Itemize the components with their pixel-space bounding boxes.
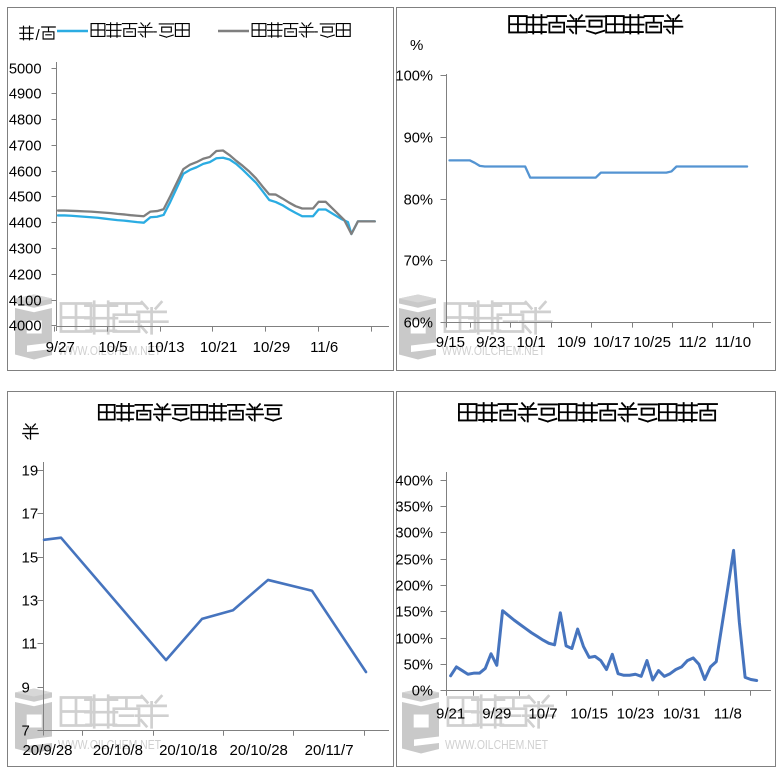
svg-text:13: 13	[22, 593, 39, 610]
svg-text:10/9: 10/9	[557, 334, 586, 351]
svg-text:9/29: 9/29	[482, 706, 511, 723]
svg-text:100%: 100%	[395, 69, 433, 85]
svg-text:10/29: 10/29	[253, 339, 291, 356]
svg-text:50%: 50%	[404, 658, 433, 674]
svg-text:10/17: 10/17	[593, 334, 631, 351]
svg-text:%: %	[410, 37, 423, 54]
svg-text:4600: 4600	[9, 165, 42, 181]
svg-text:9: 9	[22, 680, 30, 697]
svg-text:10/23: 10/23	[617, 706, 655, 723]
svg-text:4900: 4900	[9, 87, 42, 103]
svg-text:10/15: 10/15	[570, 706, 608, 723]
svg-text:19: 19	[22, 463, 39, 480]
svg-text:10/31: 10/31	[663, 706, 701, 723]
svg-text:4200: 4200	[9, 268, 42, 284]
svg-text:4000: 4000	[9, 319, 42, 335]
svg-text:9/15: 9/15	[436, 334, 465, 351]
svg-text:7: 7	[22, 723, 30, 740]
svg-text:10/13: 10/13	[147, 339, 185, 356]
svg-text:20/10/28: 20/10/28	[230, 742, 288, 759]
svg-text:11/10: 11/10	[715, 334, 751, 351]
svg-text:4100: 4100	[9, 294, 42, 310]
svg-text:11/6: 11/6	[310, 339, 338, 356]
svg-text:4500: 4500	[9, 190, 42, 206]
svg-text:90%: 90%	[404, 131, 433, 147]
svg-text:11/2: 11/2	[678, 334, 706, 351]
svg-text:100%: 100%	[395, 632, 433, 648]
svg-text:17: 17	[22, 506, 39, 523]
svg-text:4400: 4400	[9, 216, 42, 232]
svg-text:20/9/28: 20/9/28	[22, 742, 72, 759]
svg-text:-: -	[314, 23, 319, 40]
svg-text:11: 11	[22, 636, 38, 653]
svg-text:10/7: 10/7	[528, 706, 557, 723]
svg-text:20/10/8: 20/10/8	[93, 742, 143, 759]
svg-text:4700: 4700	[9, 139, 42, 155]
svg-text:10/21: 10/21	[200, 339, 238, 356]
svg-text:200%: 200%	[395, 579, 433, 595]
svg-text:9/21: 9/21	[436, 706, 465, 723]
svg-text:4800: 4800	[9, 113, 42, 129]
svg-text:15: 15	[22, 550, 39, 567]
svg-text:11/8: 11/8	[714, 706, 742, 723]
svg-text:0%: 0%	[412, 684, 433, 700]
svg-text:400%: 400%	[395, 474, 433, 490]
svg-text:5000: 5000	[9, 62, 42, 78]
svg-text:80%: 80%	[404, 193, 433, 209]
svg-text:10/1: 10/1	[516, 334, 545, 351]
svg-text:9/27: 9/27	[46, 339, 75, 356]
svg-text:10/5: 10/5	[98, 339, 127, 356]
svg-text:250%: 250%	[395, 553, 433, 569]
svg-text:9/23: 9/23	[476, 334, 505, 351]
svg-text:20/11/7: 20/11/7	[305, 742, 354, 759]
svg-text:/: /	[36, 27, 41, 44]
svg-text:150%: 150%	[395, 605, 433, 621]
svg-text:10/25: 10/25	[633, 334, 671, 351]
svg-text:350%: 350%	[395, 500, 433, 516]
svg-text:-: -	[153, 23, 158, 40]
svg-text:20/10/18: 20/10/18	[159, 742, 217, 759]
svg-text:60%: 60%	[404, 316, 433, 332]
svg-text:70%: 70%	[404, 254, 433, 270]
svg-text:4300: 4300	[9, 242, 42, 258]
svg-text:300%: 300%	[395, 526, 433, 542]
